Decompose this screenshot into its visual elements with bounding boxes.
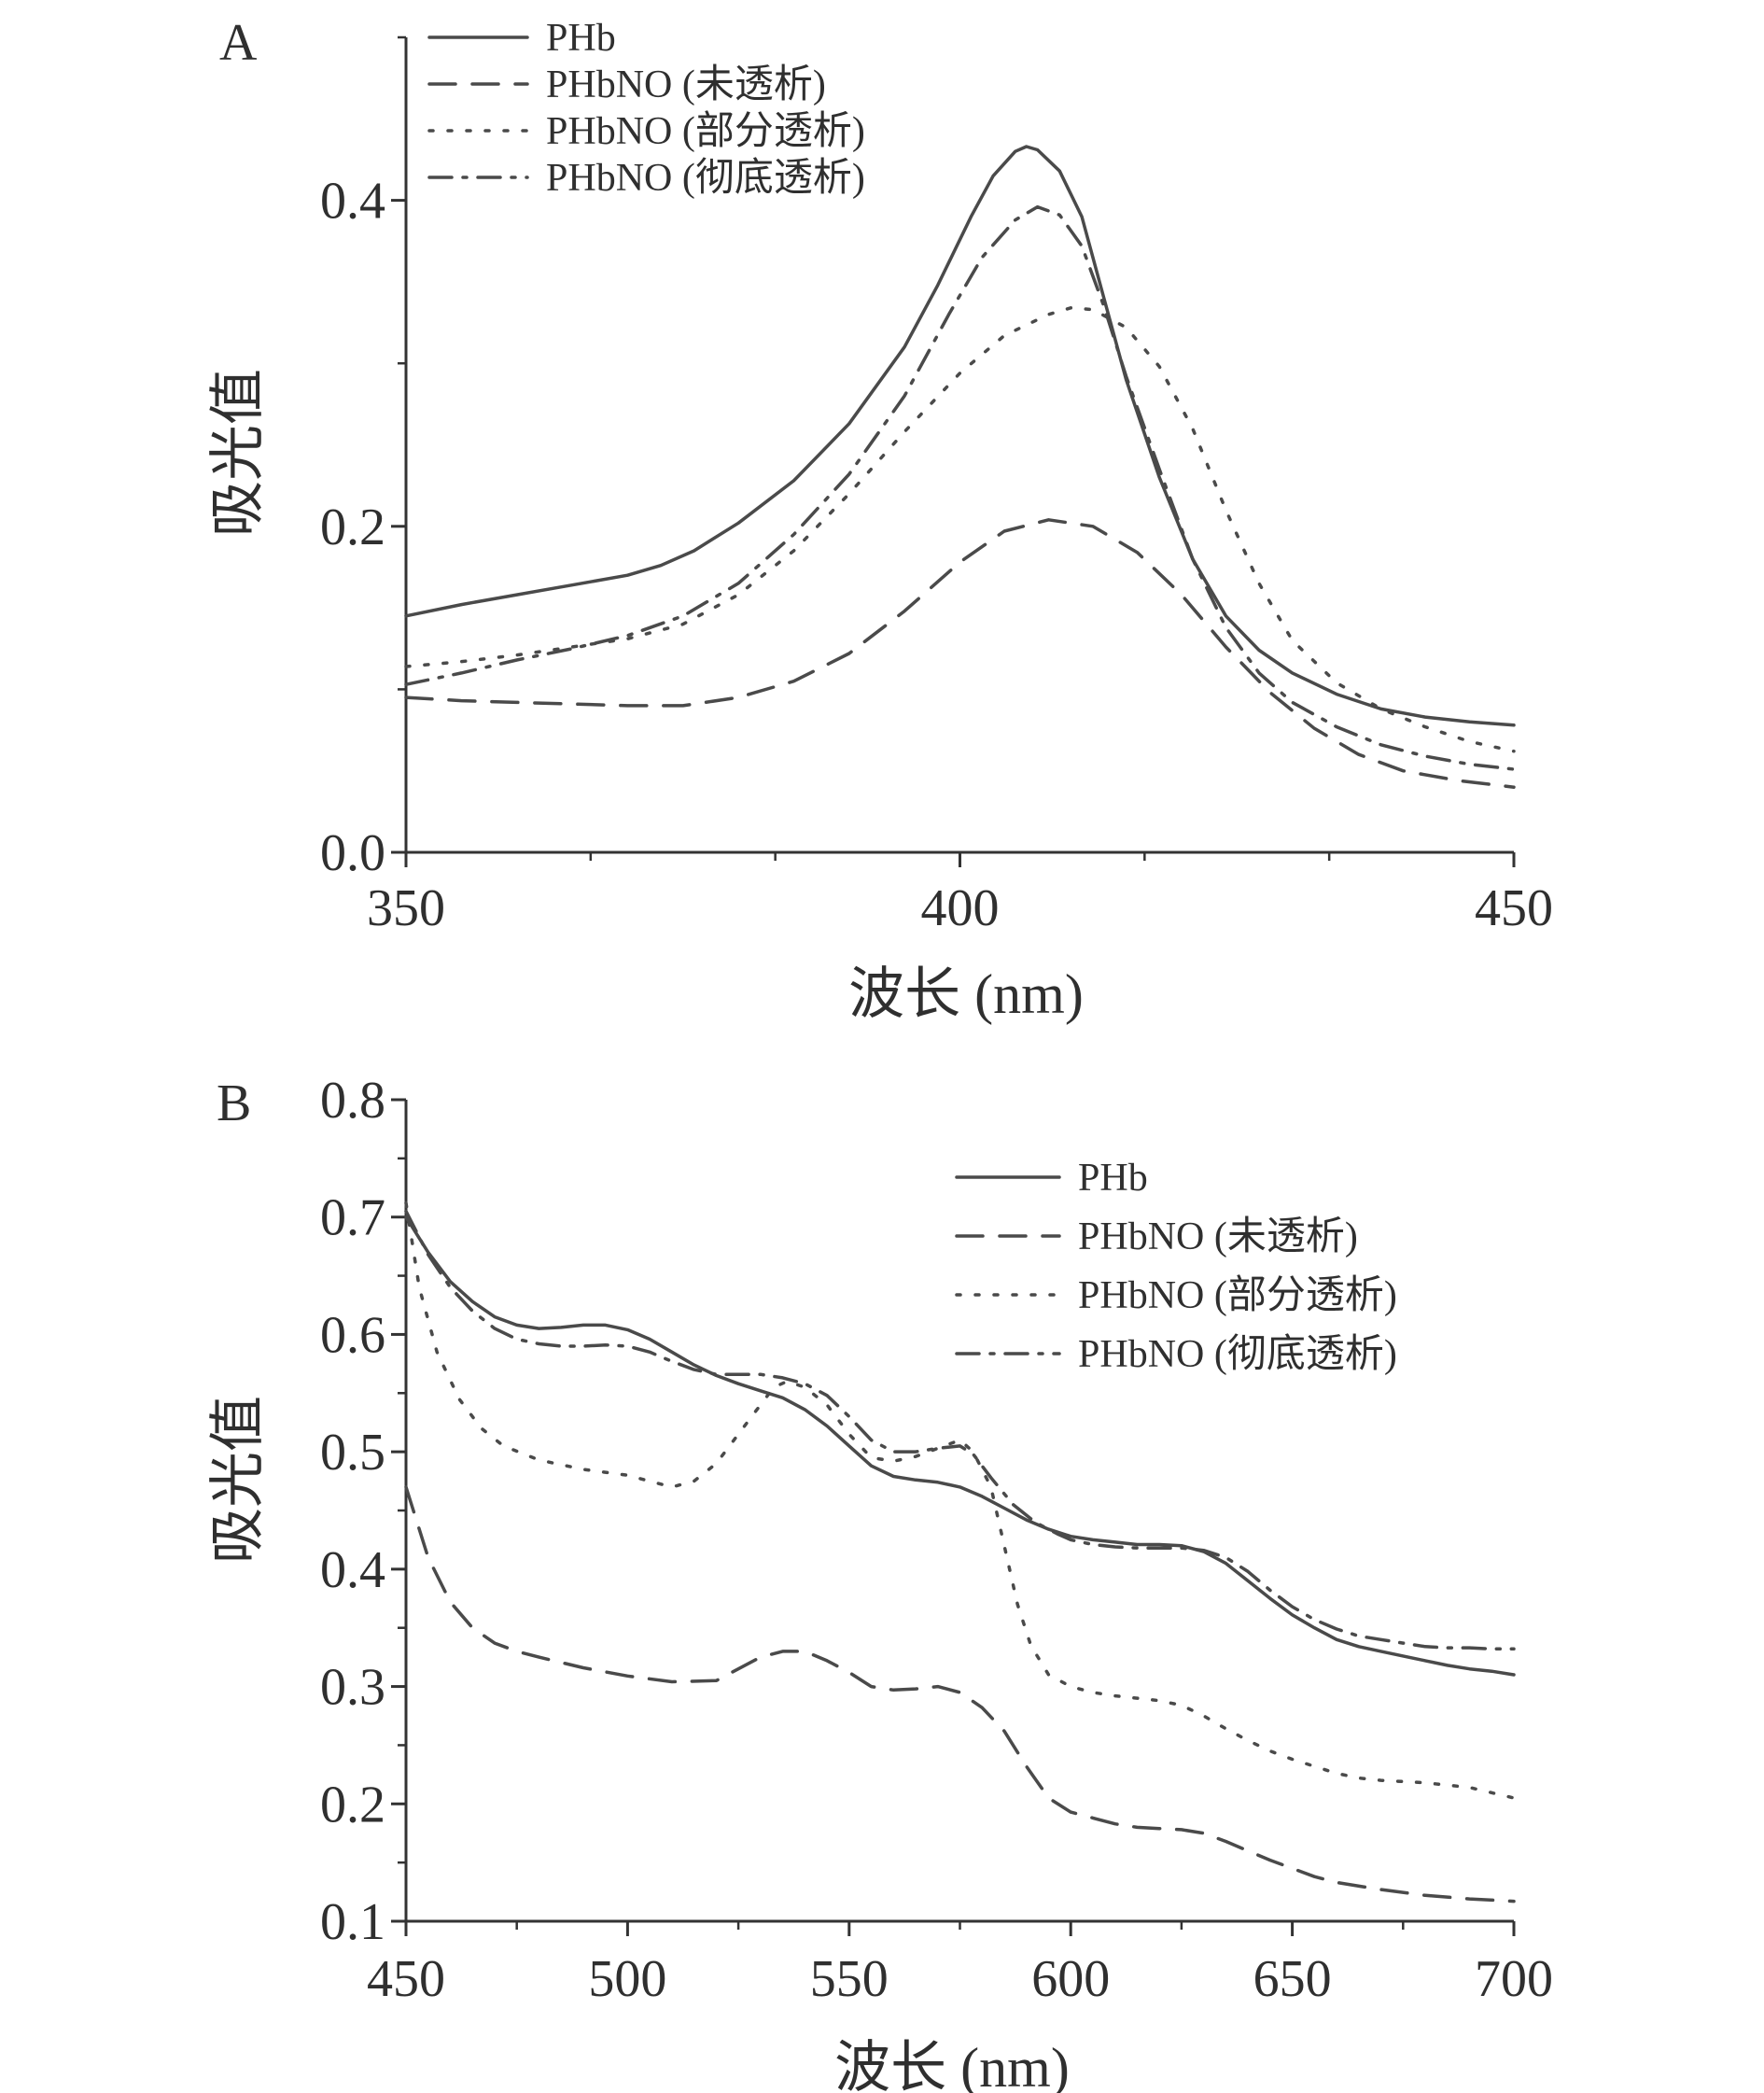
legend-label-2: PHbNO (部分透析) — [546, 110, 865, 153]
y-tick-label: 0.6 — [320, 1306, 385, 1364]
legend-label-3: PHbNO (彻底透析) — [546, 157, 865, 200]
panel-b: B 450 500 550 600 650 700 0.1 0.2 0.3 0.4 0.5 0.6 0.… — [207, 1072, 1553, 2093]
y-tick-label: 0.3 — [320, 1659, 385, 1717]
plot-area-a: 350 400 450 0.0 0.2 0.4 — [320, 35, 1553, 937]
x-tick-label: 500 — [588, 1950, 666, 2008]
x-axis-title-a: 波长 (nm) — [848, 963, 1084, 1025]
x-tick-label: 450 — [367, 1950, 445, 2008]
legend-label-1: PHbNO (未透析) — [1078, 1215, 1358, 1258]
series-line-2 — [404, 306, 1516, 753]
series-line-2 — [404, 1201, 1516, 1800]
x-tick-label: 700 — [1475, 1950, 1553, 2008]
panel-label-a: A — [219, 14, 258, 72]
x-tick-label: 600 — [1031, 1950, 1110, 2008]
y-tick-label: 0.4 — [320, 173, 385, 231]
y-tick-label: 0.8 — [320, 1072, 385, 1130]
series-line-1 — [404, 1485, 1516, 1903]
y-tick-label: 0.2 — [320, 499, 385, 556]
y-tick-label: 0.4 — [320, 1541, 385, 1599]
y-axis-title-b: 吸光值 — [207, 1396, 269, 1564]
y-tick-label: 0.5 — [320, 1424, 385, 1482]
y-axis-title-a: 吸光值 — [207, 369, 269, 537]
y-tick-label: 0.0 — [320, 824, 385, 882]
legend-label-0: PHb — [546, 17, 616, 60]
series-line-0 — [404, 145, 1516, 727]
x-tick-label: 450 — [1475, 879, 1553, 937]
legend-label-0: PHb — [1078, 1157, 1148, 1200]
x-tick-label: 350 — [367, 879, 445, 937]
x-axis-title-b: 波长 (nm) — [834, 2037, 1070, 2093]
x-tick-label: 550 — [810, 1950, 889, 2008]
panel-label-b: B — [217, 1075, 251, 1132]
series-line-3 — [404, 1209, 1516, 1651]
legend-label-2: PHbNO (部分透析) — [1078, 1274, 1397, 1317]
x-tick-label: 400 — [921, 879, 1000, 937]
series-line-1 — [404, 518, 1516, 789]
series-line-3 — [404, 204, 1516, 771]
series-line-0 — [404, 1215, 1516, 1677]
y-tick-label: 0.2 — [320, 1776, 385, 1833]
x-tick-label: 650 — [1253, 1950, 1332, 2008]
y-tick-label: 0.7 — [320, 1189, 385, 1247]
plot-area-b: 450 500 550 600 650 700 0.1 0.2 0.3 0.4 0.5 0.6 0.7 0… — [320, 1072, 1553, 2008]
legend-label-1: PHbNO (未透析) — [546, 63, 826, 106]
legend-label-3: PHbNO (彻底透析) — [1078, 1333, 1397, 1376]
legend-b: PHb PHbNO (未透析) PHbNO (部分透析) PHbNO (彻底透析) — [955, 1157, 1397, 1376]
y-tick-label: 0.1 — [320, 1893, 385, 1951]
